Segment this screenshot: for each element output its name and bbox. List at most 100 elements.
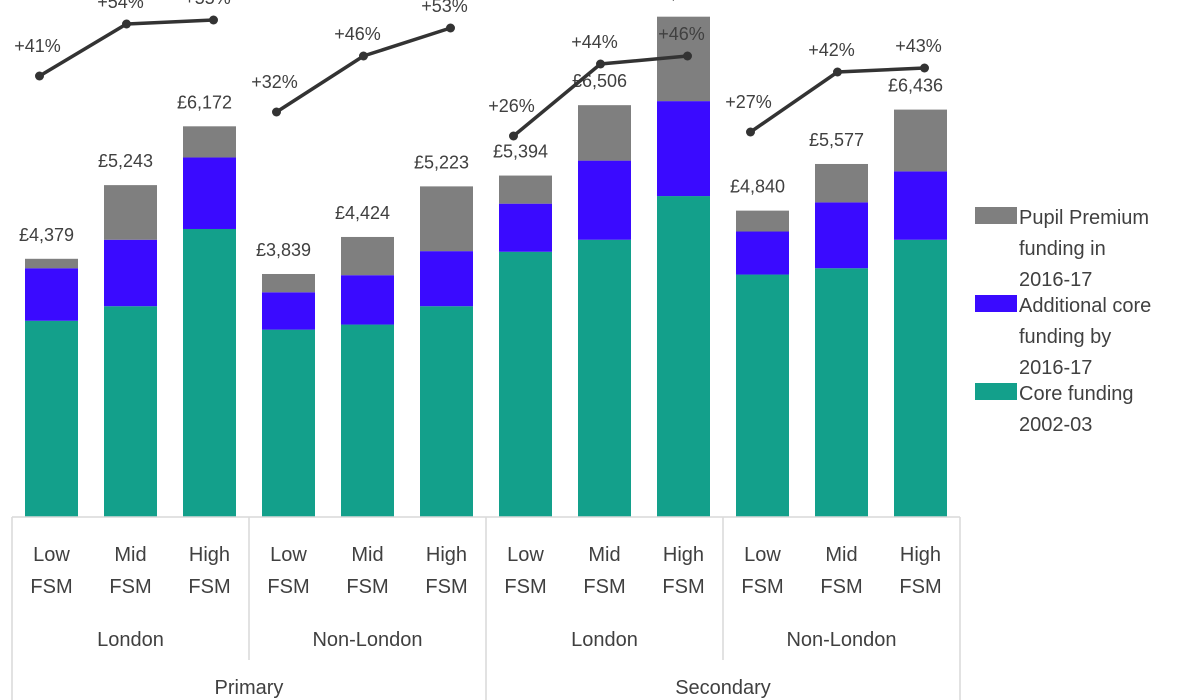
total-label-2: £6,172: [177, 92, 232, 112]
bar-additional-4: [341, 275, 394, 325]
bar-additional-8: [657, 101, 710, 197]
increase-label-1: +54%: [97, 0, 144, 12]
bar-pupil-premium-0: [25, 258, 78, 269]
bar-pupil-premium-3: [262, 273, 315, 293]
bar-additional-3: [262, 292, 315, 330]
total-label-4: £4,424: [335, 203, 390, 223]
bar-additional-6: [499, 203, 552, 252]
bar-pupil-premium-1: [104, 185, 157, 240]
total-label-10: £5,577: [809, 130, 864, 150]
region-label-1: Non-London: [312, 629, 422, 651]
bar-additional-0: [25, 268, 78, 321]
increase-label-6: +26%: [488, 96, 535, 116]
legend-label-2-0: Core funding: [1019, 383, 1134, 405]
total-label-9: £4,840: [730, 177, 785, 197]
bar-core-8: [657, 196, 710, 517]
category-label-6-1: FSM: [504, 576, 546, 598]
category-label-10-1: FSM: [820, 576, 862, 598]
legend-label-1-0: Additional core: [1019, 295, 1151, 317]
increase-label-7: +44%: [571, 32, 618, 52]
category-label-1-1: FSM: [109, 576, 151, 598]
bar-core-0: [25, 320, 78, 517]
category-label-3-0: Low: [270, 544, 307, 566]
bar-pupil-premium-7: [578, 105, 631, 161]
bar-core-5: [420, 306, 473, 517]
legend-label-0-1: funding in: [1019, 238, 1106, 260]
increase-point-10: [833, 67, 842, 77]
legend-label-1-1: funding by: [1019, 326, 1111, 348]
category-label-10-0: Mid: [825, 544, 857, 566]
increase-point-1: [122, 19, 131, 29]
region-label-3: Non-London: [786, 629, 896, 651]
category-label-4-0: Mid: [351, 544, 383, 566]
bar-pupil-premium-5: [420, 186, 473, 252]
total-label-11: £6,436: [888, 76, 943, 96]
total-label-6: £5,394: [493, 142, 548, 162]
category-label-0-1: FSM: [30, 576, 72, 598]
bar-core-2: [183, 228, 236, 518]
bar-pupil-premium-2: [183, 126, 236, 158]
increase-label-8: +46%: [658, 24, 705, 44]
category-label-5-1: FSM: [425, 576, 467, 598]
bar-additional-2: [183, 157, 236, 229]
category-label-4-1: FSM: [346, 576, 388, 598]
category-label-3-1: FSM: [267, 576, 309, 598]
category-label-6-0: Low: [507, 544, 544, 566]
category-label-7-1: FSM: [583, 576, 625, 598]
category-label-8-1: FSM: [662, 576, 704, 598]
legend-label-0-2: 2016-17: [1019, 269, 1092, 291]
increase-label-10: +42%: [808, 40, 855, 60]
bar-additional-9: [736, 231, 789, 275]
increase-label-5: +53%: [421, 0, 468, 16]
bar-core-10: [815, 268, 868, 517]
phase-label-0: Primary: [215, 677, 284, 699]
legend-label-2-1: 2002-03: [1019, 414, 1092, 436]
bar-additional-10: [815, 202, 868, 269]
increase-label-11: +43%: [895, 36, 942, 56]
bar-additional-1: [104, 239, 157, 307]
legend-swatch-1: [975, 295, 1017, 312]
bar-pupil-premium-9: [736, 210, 789, 232]
phase-label-1: Secondary: [675, 677, 771, 699]
bar-pupil-premium-4: [341, 236, 394, 276]
increase-point-4: [359, 51, 368, 61]
category-label-9-0: Low: [744, 544, 781, 566]
total-label-5: £5,223: [414, 152, 469, 172]
category-label-2-1: FSM: [188, 576, 230, 598]
increase-point-7: [596, 59, 605, 69]
increase-point-11: [920, 63, 929, 73]
bar-core-6: [499, 251, 552, 517]
bar-additional-7: [578, 160, 631, 240]
bar-core-7: [578, 239, 631, 517]
increase-point-2: [209, 15, 218, 25]
category-label-0-0: Low: [33, 544, 70, 566]
increase-point-6: [509, 131, 518, 141]
bar-core-9: [736, 274, 789, 517]
total-label-1: £5,243: [98, 151, 153, 171]
bar-core-4: [341, 324, 394, 517]
bar-additional-5: [420, 251, 473, 307]
category-label-5-0: High: [426, 544, 467, 566]
bar-pupil-premium-11: [894, 109, 947, 172]
increase-point-8: [683, 51, 692, 61]
total-label-8: £7,904: [651, 0, 706, 3]
category-label-9-1: FSM: [741, 576, 783, 598]
increase-point-0: [35, 71, 44, 81]
increase-label-2: +55%: [184, 0, 231, 8]
category-label-11-0: High: [900, 544, 941, 566]
legend-swatch-0: [975, 207, 1017, 224]
bar-core-1: [104, 306, 157, 517]
category-label-2-0: High: [189, 544, 230, 566]
increase-label-9: +27%: [725, 92, 772, 112]
total-label-3: £3,839: [256, 240, 311, 260]
increase-label-3: +32%: [251, 72, 298, 92]
category-label-7-0: Mid: [588, 544, 620, 566]
bar-pupil-premium-6: [499, 175, 552, 204]
category-label-1-0: Mid: [114, 544, 146, 566]
total-label-0: £4,379: [19, 225, 74, 245]
increase-label-4: +46%: [334, 24, 381, 44]
increase-point-3: [272, 107, 281, 117]
legend-swatch-2: [975, 383, 1017, 400]
